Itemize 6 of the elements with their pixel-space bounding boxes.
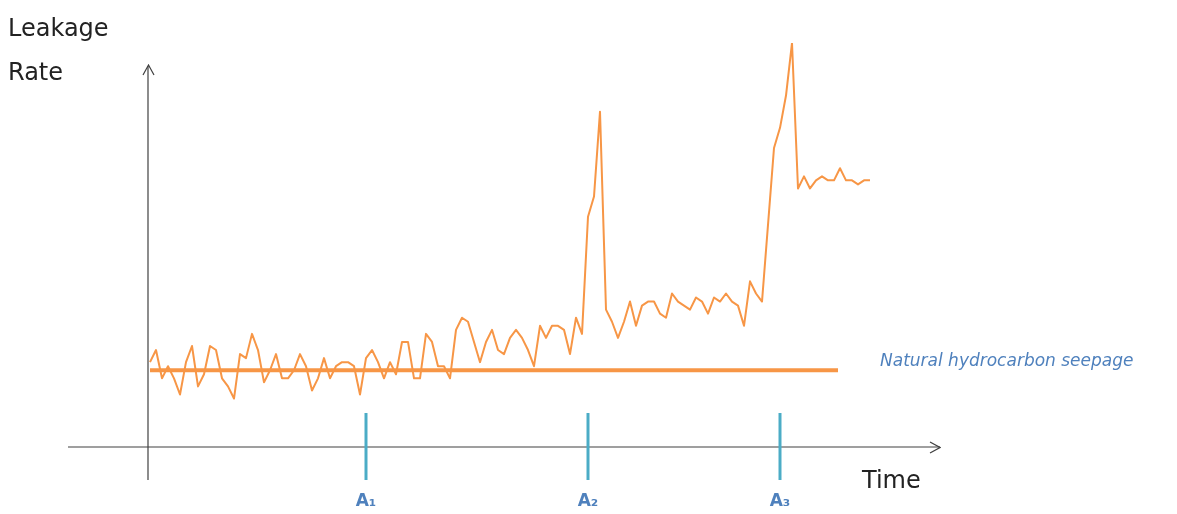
ref-line-label: Natural hydrocarbon seepage — [880, 349, 1134, 370]
x-tick-label: A₁ — [355, 489, 377, 510]
x-tick-label: A₃ — [769, 489, 791, 510]
x-axis-title: Time — [862, 466, 921, 494]
x-tick-label: A₂ — [577, 489, 599, 510]
y-axis-title: Leakage Rate — [8, 13, 110, 88]
